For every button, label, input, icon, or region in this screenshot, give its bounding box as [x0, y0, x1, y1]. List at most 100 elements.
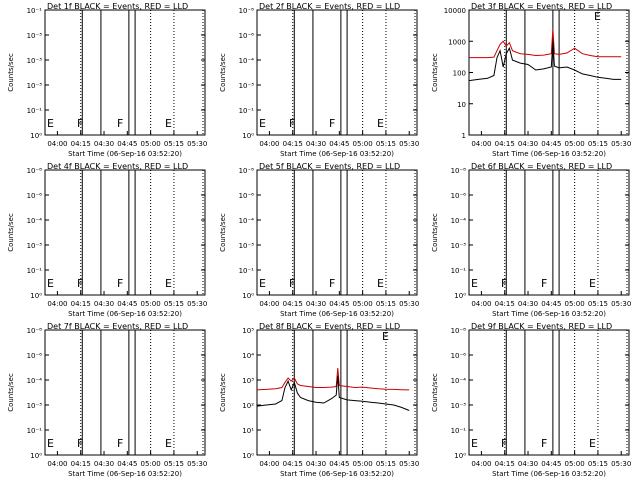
det-9f-xtick-label: 04:30: [518, 460, 538, 468]
det-5f-xtick-label: 04:45: [329, 300, 349, 308]
det-6f-flag: F: [541, 277, 547, 290]
det-6f-xtick-label: 05:15: [588, 300, 608, 308]
det-3f-ytick-label: 1000: [448, 38, 466, 46]
det-1f-title: Det 1f BLACK = Events, RED = LLD: [47, 2, 188, 11]
det-9f-plot-frame: [468, 329, 630, 456]
det-5f-xtick-label: 05:30: [399, 300, 419, 308]
det-9f-xtick-label: 04:45: [541, 460, 561, 468]
det-1f-flag: F: [77, 117, 83, 130]
det-7f-title: Det 7f BLACK = Events, RED = LLD: [47, 322, 188, 331]
det-4f-ytick-label: 10⁻⁶: [27, 192, 43, 200]
det-8f-xtick-label: 04:15: [283, 460, 303, 468]
det-6f-ytick-label: 10⁻⁴: [451, 217, 467, 225]
det-9f-ytick-label: 10⁻⁸: [451, 327, 467, 335]
det-7f-ytick-label: 10⁻¹: [27, 427, 43, 435]
det-1f-flag: F: [117, 117, 123, 130]
det-1f-xtick-label: 04:00: [47, 140, 67, 148]
det-9f-xtick-label: 04:15: [495, 460, 515, 468]
start-time-label: Start Time (06-Sep-16 03:52:20): [492, 150, 606, 158]
det-2f-xtick-label: 04:30: [306, 140, 326, 148]
det-5f-ytick-label: 10⁰: [242, 292, 254, 300]
det-5f-ytick-label: 10⁻¹: [239, 267, 255, 275]
det-3f-xtick-label: 04:30: [518, 140, 538, 148]
det-1f-ytick-label: 10⁻³: [27, 32, 43, 40]
det-8f-xtick-label: 04:30: [306, 460, 326, 468]
det-5f-xtick-label: 04:30: [306, 300, 326, 308]
det-9f-ytick-label: 10⁻⁶: [451, 352, 467, 360]
det-9f-xtick-label: 04:00: [471, 460, 491, 468]
det-4f-flag: E: [47, 277, 54, 290]
det-2f-xtick-label: 04:15: [283, 140, 303, 148]
det-3f-ytick-label: 1: [462, 132, 466, 140]
det-5f-ytick-label: 10⁻⁸: [239, 167, 255, 175]
det-5f-ytick-label: 10⁻³: [239, 242, 255, 250]
det-4f-ytick-label: 10⁻⁸: [27, 167, 43, 175]
det-7f-xtick-label: 04:30: [94, 460, 114, 468]
det-7f-ytick-label: 10⁻³: [27, 402, 43, 410]
det-8f-xtick-label: 04:00: [259, 460, 279, 468]
det-9f-ytick-label: 10⁰: [454, 452, 466, 460]
det-6f-flag: E: [471, 277, 478, 290]
det-5f-title: Det 5f BLACK = Events, RED = LLD: [259, 162, 400, 171]
det-3f-xtick-label: 05:15: [588, 140, 608, 148]
det-7f-flag: E: [165, 437, 172, 450]
det-5f-ylabel: Counts/sec: [219, 213, 227, 252]
det-4f-title: Det 4f BLACK = Events, RED = LLD: [47, 162, 188, 171]
det-2f-flag: F: [329, 117, 335, 130]
det-4f-xtick-label: 05:00: [141, 300, 161, 308]
det-1f-xtick-label: 05:30: [187, 140, 207, 148]
det-4f-xtick-label: 05:30: [187, 300, 207, 308]
det-9f-flag: E: [589, 437, 596, 450]
det-1f-flag: E: [165, 117, 172, 130]
det-6f-xtick-label: 04:45: [541, 300, 561, 308]
det-8f-xtick-label: 05:15: [376, 460, 396, 468]
det-3f-plot-frame: [468, 9, 630, 136]
det-3f-xtick-label: 05:30: [611, 140, 631, 148]
det-3f-ylabel: Counts/sec: [431, 53, 439, 92]
det-5f-xtick-label: 05:00: [353, 300, 373, 308]
det-8f-ytick-label: 10²: [242, 402, 254, 410]
det-1f-xtick-label: 04:45: [117, 140, 137, 148]
det-1f-ytick-label: 10⁻¹: [27, 107, 43, 115]
det-7f-flag: F: [77, 437, 83, 450]
det-9f-flag: F: [541, 437, 547, 450]
det-5f-ytick-label: 10⁻⁶: [239, 192, 255, 200]
det-8f-xtick-label: 04:45: [329, 460, 349, 468]
det-2f-plot-frame: [256, 9, 418, 136]
det-9f-ylabel: Counts/sec: [431, 373, 439, 412]
det-9f-title: Det 9f BLACK = Events, RED = LLD: [471, 322, 612, 331]
det-3f-flag: E: [594, 10, 601, 23]
det-4f-xtick-label: 04:00: [47, 300, 67, 308]
det-2f-ytick-label: 10⁻⁶: [239, 32, 255, 40]
det-8f-title: Det 8f BLACK = Events, RED = LLD: [259, 322, 400, 331]
det-1f-plot-frame: [44, 9, 206, 136]
det-5f-xtick-label: 04:00: [259, 300, 279, 308]
det-4f-xtick-label: 04:15: [71, 300, 91, 308]
det-7f-flag: E: [47, 437, 54, 450]
det-1f-ytick-label: 10⁻³: [27, 82, 43, 90]
det-8f-series-lld: [256, 368, 410, 391]
start-time-label: Start Time (06-Sep-16 03:52:20): [280, 150, 394, 158]
det-4f-flag: F: [77, 277, 83, 290]
det-7f-ytick-label: 10⁰: [30, 452, 42, 460]
det-2f-ytick-label: 10⁰: [242, 132, 254, 140]
det-9f-ytick-label: 10⁻⁴: [451, 377, 467, 385]
start-time-label: Start Time (06-Sep-16 03:52:20): [68, 150, 182, 158]
det-9f-xtick-label: 05:30: [611, 460, 631, 468]
det-3f-title: Det 3f BLACK = Events, RED = LLD: [471, 2, 612, 11]
start-time-label: Start Time (06-Sep-16 03:52:20): [68, 310, 182, 318]
det-3f-ytick-label: 100: [453, 70, 466, 78]
det-3f-xtick-label: 05:00: [565, 140, 585, 148]
det-1f-xtick-label: 04:15: [71, 140, 91, 148]
det-1f-ylabel: Counts/sec: [7, 53, 15, 92]
det-2f-flag: F: [289, 117, 295, 130]
det-8f-ytick-label: 10⁴: [242, 352, 254, 360]
det-6f-flag: E: [589, 277, 596, 290]
det-4f-xtick-label: 04:30: [94, 300, 114, 308]
det-8f-flag: E: [382, 330, 389, 343]
det-9f-ytick-label: 10⁻¹: [451, 427, 467, 435]
det-9f-flag: F: [501, 437, 507, 450]
start-time-label: Start Time (06-Sep-16 03:52:20): [492, 310, 606, 318]
det-6f-xtick-label: 04:15: [495, 300, 515, 308]
